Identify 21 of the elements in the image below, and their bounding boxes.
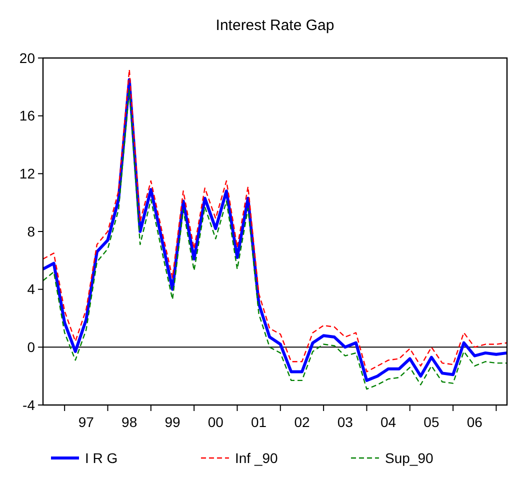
x-tick-label: 00 [208, 414, 224, 430]
legend-label: Inf _90 [235, 450, 278, 466]
x-tick-label: 97 [78, 414, 94, 430]
x-tick-label: 98 [122, 414, 138, 430]
x-tick-label: 99 [164, 414, 180, 430]
y-tick-label: 4 [27, 281, 36, 298]
y-tick-label: 20 [19, 50, 36, 66]
x-tick-label: 05 [424, 414, 440, 430]
x-tick-label: 01 [251, 414, 267, 430]
chart-title: Interest Rate Gap [216, 17, 334, 34]
x-tick-label: 03 [337, 414, 354, 430]
y-tick-label: 0 [27, 339, 36, 356]
legend-label: I R G [85, 450, 118, 466]
y-tick-label: -4 [22, 396, 36, 413]
y-tick-label: 8 [27, 223, 36, 240]
x-tick-label: 04 [380, 414, 396, 430]
y-tick-label: 16 [19, 108, 36, 124]
x-tick-label: 02 [294, 414, 310, 430]
y-tick-label: 12 [19, 166, 36, 182]
x-tick-label: 06 [466, 414, 483, 430]
legend-label: Sup_90 [385, 450, 434, 466]
